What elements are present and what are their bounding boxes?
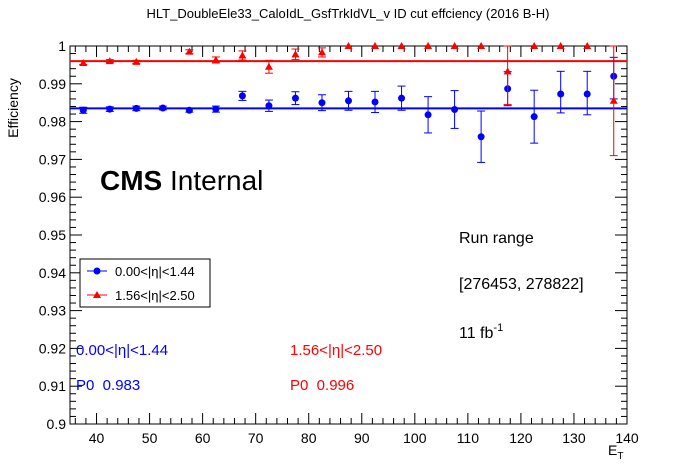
- x-axis-label: ET: [608, 442, 623, 462]
- chart-title: HLT_DoubleEle33_CaloIdL_GsfTrkIdVL_v ID …: [147, 6, 550, 21]
- data-point-triangle: [132, 57, 141, 65]
- data-point-triangle: [371, 42, 380, 49]
- data-point-circle: [185, 106, 193, 114]
- data-point-triangle: [556, 42, 565, 49]
- lumi-base: 11 fb: [459, 325, 494, 342]
- data-point-triangle: [583, 42, 592, 49]
- red-eta-label: 1.56<|η|<2.50: [290, 342, 382, 359]
- blue-fit-label: P0 0.983: [76, 377, 140, 394]
- data-point-circle: [79, 106, 87, 114]
- legend-box: [79, 258, 211, 308]
- cms-bold-text: CMS: [100, 165, 162, 196]
- data-point-triangle: [450, 42, 459, 49]
- data-point-triangle: [264, 62, 273, 70]
- run-range-value: [276453, 278822]: [459, 276, 584, 293]
- data-point-circle: [477, 133, 485, 141]
- series-barrel: [79, 56, 618, 163]
- data-point-circle: [583, 90, 591, 98]
- x-tick-label: 120: [509, 430, 533, 446]
- data-point-triangle: [211, 55, 220, 63]
- data-point-circle: [451, 106, 459, 114]
- x-tick-label: 50: [142, 430, 158, 446]
- data-point-triangle: [238, 51, 247, 59]
- x-tick-label: 40: [89, 430, 105, 446]
- data-point-triangle: [503, 67, 512, 75]
- y-axis-ticks: 0.9 0.91 0.92 0.93 0.94 0.95 0.96 0.97 0.98 0.99 1: [39, 38, 627, 432]
- y-tick-label: 0.92: [39, 340, 66, 356]
- x-axis-label-sub: T: [617, 451, 623, 462]
- data-point-triangle: [609, 96, 618, 104]
- y-tick-label: 0.91: [39, 378, 66, 394]
- y-tick-label: 0.93: [39, 303, 66, 319]
- legend-red-marker: [93, 291, 101, 298]
- data-point-circle: [557, 90, 565, 98]
- series-layer: [79, 42, 618, 163]
- data-point-circle: [398, 94, 406, 102]
- x-tick-label: 130: [562, 430, 586, 446]
- data-point-circle: [265, 102, 273, 110]
- y-tick-label: 0.95: [39, 227, 66, 243]
- x-tick-label: 70: [248, 430, 264, 446]
- y-tick-label: 0.97: [39, 151, 66, 167]
- x-tick-label: 80: [301, 430, 317, 446]
- lumi-exponent: -1: [493, 322, 503, 334]
- data-point-triangle: [291, 50, 300, 58]
- data-point-circle: [132, 104, 140, 112]
- data-point-circle: [345, 97, 352, 105]
- data-point-triangle: [185, 47, 194, 55]
- x-tick-label: 140: [615, 430, 639, 446]
- data-point-triangle: [344, 42, 353, 49]
- legend-blue-marker: [93, 267, 101, 275]
- legend-red-label: 1.56<|η|<2.50: [115, 288, 195, 303]
- red-fit-label: P0 0.996: [290, 377, 354, 394]
- y-axis-label: Efficiency: [5, 78, 21, 138]
- data-point-triangle: [105, 57, 114, 65]
- y-tick-label: 0.94: [39, 265, 66, 281]
- blue-eta-label: 0.00<|η|<1.44: [76, 342, 168, 359]
- y-tick-label: 0.99: [39, 76, 66, 92]
- data-point-triangle: [477, 42, 486, 49]
- data-point-circle: [318, 99, 326, 107]
- legend-blue-label: 0.00<|η|<1.44: [115, 264, 195, 279]
- lumi-label: 11 fb-1: [459, 322, 503, 342]
- x-tick-label: 90: [354, 430, 370, 446]
- y-tick-label: 0.98: [39, 114, 66, 130]
- cms-label: CMS Internal: [100, 165, 263, 196]
- data-point-triangle: [424, 42, 433, 49]
- data-point-circle: [371, 98, 379, 106]
- cms-internal-text: Internal: [162, 165, 263, 196]
- data-point-circle: [212, 105, 220, 113]
- y-tick-label: 1: [58, 38, 66, 54]
- data-point-triangle: [397, 42, 406, 49]
- data-point-triangle: [79, 59, 88, 67]
- x-axis-label-main: E: [608, 442, 617, 458]
- data-point-triangle: [530, 42, 539, 49]
- data-point-circle: [159, 104, 167, 112]
- data-point-circle: [530, 113, 538, 121]
- x-tick-label: 60: [195, 430, 211, 446]
- data-point-triangle: [317, 48, 326, 56]
- x-tick-label: 100: [403, 430, 427, 446]
- y-tick-label: 0.96: [39, 189, 66, 205]
- legend: 0.00<|η|<1.44 1.56<|η|<2.50: [79, 258, 211, 308]
- data-point-circle: [424, 111, 432, 119]
- data-point-circle: [291, 94, 299, 102]
- data-point-circle: [106, 105, 114, 113]
- series-endcap: [79, 42, 618, 157]
- run-range-title: Run range: [459, 230, 534, 247]
- x-tick-label: 110: [457, 430, 480, 446]
- y-tick-label: 0.9: [47, 416, 67, 432]
- data-point-circle: [238, 92, 246, 100]
